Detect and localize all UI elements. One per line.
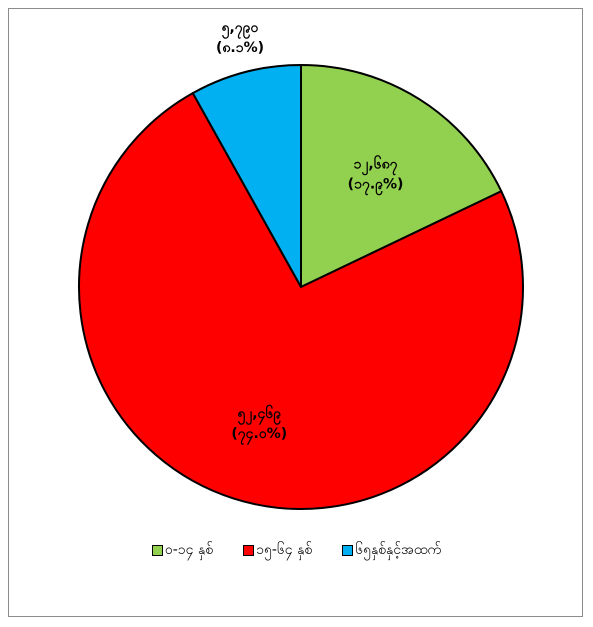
legend-item-65-plus: ၆၅နှစ်နှင့်အထက်	[342, 540, 441, 561]
data-label-value: ၅၂,၄၆၉	[237, 405, 282, 425]
legend-item-15-64: ၁၅-၆၄ နှစ်	[243, 540, 312, 561]
legend-label-0-14: ၀-၁၄ နှစ်	[164, 542, 214, 558]
data-label-value: ၁၂,၆၈၇	[354, 156, 399, 176]
slice-65-plus	[191, 64, 302, 288]
legend-label-65-plus: ၆၅နှစ်နှင့်အထက်	[355, 542, 442, 558]
legend-swatch-15-64	[243, 545, 255, 556]
slice-0-14	[300, 64, 503, 288]
slice-15-64	[78, 92, 524, 510]
data-label-value: ၅,၇၉၀	[222, 20, 260, 39]
legend-label-15-64: ၁၅-၆၄ နှစ်	[256, 542, 313, 558]
data-label-percent: (၁၇.၉%)	[348, 177, 404, 196]
legend-swatch-65-plus	[342, 545, 354, 556]
data-label-percent: (၇၄.၀%)	[231, 426, 287, 445]
legend-item-0-14: ၀-၁၄ နှစ်	[151, 540, 214, 561]
data-label-percent: (၈.၁%)	[216, 40, 264, 56]
legend-swatch-0-14	[151, 545, 163, 556]
legend: ၀-၁၄ နှစ် ၁၅-၆၄ နှစ် ၆၅နှစ်နှင့်အထက်	[0, 540, 593, 561]
